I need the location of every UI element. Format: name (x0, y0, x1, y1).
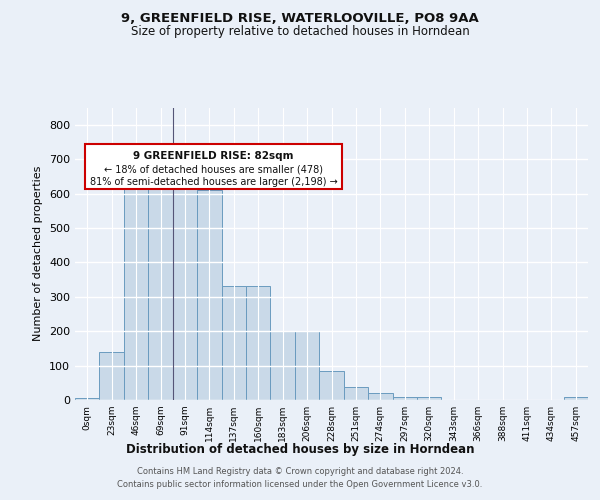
Bar (148, 183, 173, 400)
Text: 9 GREENFIELD RISE: 82sqm: 9 GREENFIELD RISE: 82sqm (133, 152, 294, 162)
Text: 9, GREENFIELD RISE, WATERLOOVILLE, PO8 9AA: 9, GREENFIELD RISE, WATERLOOVILLE, PO8 9… (121, 12, 479, 26)
Text: ← 18% of detached houses are smaller (478): ← 18% of detached houses are smaller (47… (104, 164, 323, 174)
Bar (221, 286, 246, 400)
Bar (319, 371, 344, 400)
Bar (563, 397, 588, 400)
Text: Distribution of detached houses by size in Horndean: Distribution of detached houses by size … (126, 442, 474, 456)
Bar (417, 397, 442, 400)
Text: Contains HM Land Registry data © Crown copyright and database right 2024.: Contains HM Land Registry data © Crown c… (137, 467, 463, 476)
Y-axis label: Number of detached properties: Number of detached properties (34, 166, 43, 342)
Bar (124, 180, 148, 400)
Bar (295, 331, 319, 400)
Bar (392, 396, 417, 400)
Bar (75, 398, 100, 400)
Bar (246, 286, 271, 400)
Text: Contains public sector information licensed under the Open Government Licence v3: Contains public sector information licen… (118, 480, 482, 489)
Text: 81% of semi-detached houses are larger (2,198) →: 81% of semi-detached houses are larger (… (89, 178, 337, 188)
Bar (173, 183, 197, 400)
Bar (197, 190, 221, 400)
FancyBboxPatch shape (85, 144, 342, 190)
Bar (271, 331, 295, 400)
Text: Size of property relative to detached houses in Horndean: Size of property relative to detached ho… (131, 25, 469, 38)
Bar (344, 388, 368, 400)
Bar (100, 352, 124, 400)
Bar (368, 393, 392, 400)
